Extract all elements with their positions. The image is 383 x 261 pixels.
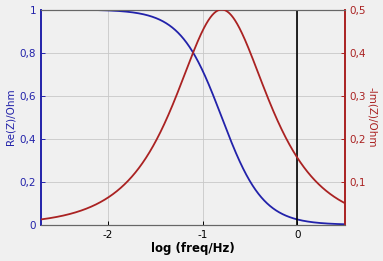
Y-axis label: Re(Z)/Ohm: Re(Z)/Ohm — [6, 89, 16, 145]
X-axis label: log (freq/Hz): log (freq/Hz) — [151, 242, 235, 256]
Y-axis label: -Im(Z)/Ohm: -Im(Z)/Ohm — [367, 87, 377, 147]
